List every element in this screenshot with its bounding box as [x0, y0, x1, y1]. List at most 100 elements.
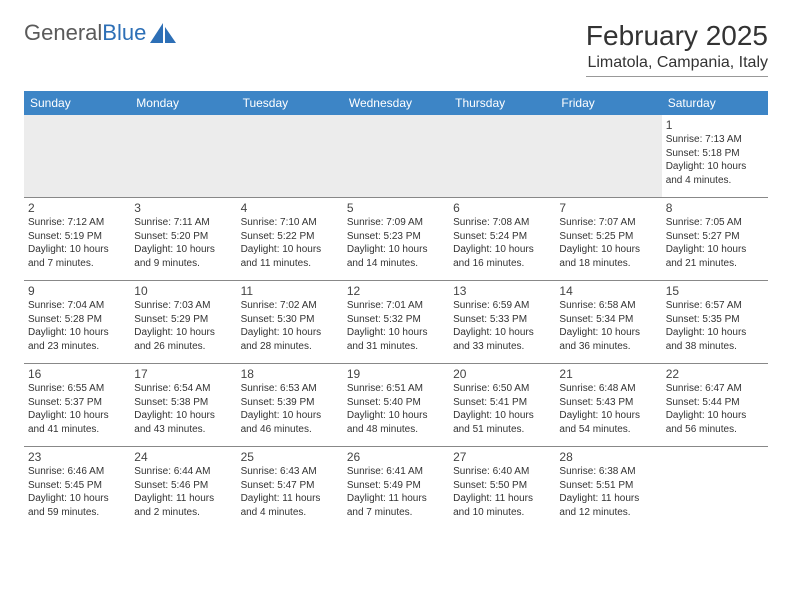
- day-details: Sunrise: 7:11 AMSunset: 5:20 PMDaylight:…: [134, 216, 232, 270]
- location: Limatola, Campania, Italy: [586, 54, 768, 77]
- day-details: Sunrise: 6:43 AMSunset: 5:47 PMDaylight:…: [241, 465, 339, 519]
- day-number: 27: [453, 450, 551, 464]
- day-number: 19: [347, 367, 445, 381]
- day-cell: 26Sunrise: 6:41 AMSunset: 5:49 PMDayligh…: [343, 447, 449, 529]
- day-details: Sunrise: 6:54 AMSunset: 5:38 PMDaylight:…: [134, 382, 232, 436]
- day-cell: [555, 115, 661, 197]
- day-cell: 17Sunrise: 6:54 AMSunset: 5:38 PMDayligh…: [130, 364, 236, 446]
- day-cell: 4Sunrise: 7:10 AMSunset: 5:22 PMDaylight…: [237, 198, 343, 280]
- day-cell: 7Sunrise: 7:07 AMSunset: 5:25 PMDaylight…: [555, 198, 661, 280]
- day-number: 16: [28, 367, 126, 381]
- day-number: 7: [559, 201, 657, 215]
- day-details: Sunrise: 7:02 AMSunset: 5:30 PMDaylight:…: [241, 299, 339, 353]
- day-cell: 18Sunrise: 6:53 AMSunset: 5:39 PMDayligh…: [237, 364, 343, 446]
- title-block: February 2025 Limatola, Campania, Italy: [586, 20, 768, 77]
- week-row: 9Sunrise: 7:04 AMSunset: 5:28 PMDaylight…: [24, 280, 768, 363]
- week-row: 23Sunrise: 6:46 AMSunset: 5:45 PMDayligh…: [24, 446, 768, 529]
- day-cell: 8Sunrise: 7:05 AMSunset: 5:27 PMDaylight…: [662, 198, 768, 280]
- day-number: 24: [134, 450, 232, 464]
- day-cell: 12Sunrise: 7:01 AMSunset: 5:32 PMDayligh…: [343, 281, 449, 363]
- week-row: 1Sunrise: 7:13 AMSunset: 5:18 PMDaylight…: [24, 115, 768, 197]
- day-number: 18: [241, 367, 339, 381]
- day-number: 3: [134, 201, 232, 215]
- dow-cell: Tuesday: [237, 91, 343, 115]
- day-cell: 24Sunrise: 6:44 AMSunset: 5:46 PMDayligh…: [130, 447, 236, 529]
- day-cell: 16Sunrise: 6:55 AMSunset: 5:37 PMDayligh…: [24, 364, 130, 446]
- dow-row: SundayMondayTuesdayWednesdayThursdayFrid…: [24, 91, 768, 115]
- day-cell: 10Sunrise: 7:03 AMSunset: 5:29 PMDayligh…: [130, 281, 236, 363]
- day-number: 12: [347, 284, 445, 298]
- day-details: Sunrise: 6:41 AMSunset: 5:49 PMDaylight:…: [347, 465, 445, 519]
- day-details: Sunrise: 6:59 AMSunset: 5:33 PMDaylight:…: [453, 299, 551, 353]
- day-number: 9: [28, 284, 126, 298]
- day-cell: [24, 115, 130, 197]
- day-details: Sunrise: 7:07 AMSunset: 5:25 PMDaylight:…: [559, 216, 657, 270]
- day-cell: 28Sunrise: 6:38 AMSunset: 5:51 PMDayligh…: [555, 447, 661, 529]
- header: GeneralBlue February 2025 Limatola, Camp…: [24, 20, 768, 77]
- day-details: Sunrise: 6:46 AMSunset: 5:45 PMDaylight:…: [28, 465, 126, 519]
- day-cell: 5Sunrise: 7:09 AMSunset: 5:23 PMDaylight…: [343, 198, 449, 280]
- day-details: Sunrise: 6:57 AMSunset: 5:35 PMDaylight:…: [666, 299, 764, 353]
- day-cell: 14Sunrise: 6:58 AMSunset: 5:34 PMDayligh…: [555, 281, 661, 363]
- day-cell: 1Sunrise: 7:13 AMSunset: 5:18 PMDaylight…: [662, 115, 768, 197]
- day-number: 1: [666, 118, 764, 132]
- logo-text-general: General: [24, 20, 102, 46]
- dow-cell: Monday: [130, 91, 236, 115]
- dow-cell: Sunday: [24, 91, 130, 115]
- day-cell: [662, 447, 768, 529]
- day-details: Sunrise: 7:13 AMSunset: 5:18 PMDaylight:…: [666, 133, 764, 187]
- day-details: Sunrise: 6:51 AMSunset: 5:40 PMDaylight:…: [347, 382, 445, 436]
- day-details: Sunrise: 6:38 AMSunset: 5:51 PMDaylight:…: [559, 465, 657, 519]
- week-row: 2Sunrise: 7:12 AMSunset: 5:19 PMDaylight…: [24, 197, 768, 280]
- day-cell: 13Sunrise: 6:59 AMSunset: 5:33 PMDayligh…: [449, 281, 555, 363]
- calendar: SundayMondayTuesdayWednesdayThursdayFrid…: [24, 91, 768, 529]
- dow-cell: Saturday: [662, 91, 768, 115]
- day-number: 5: [347, 201, 445, 215]
- day-cell: 6Sunrise: 7:08 AMSunset: 5:24 PMDaylight…: [449, 198, 555, 280]
- day-details: Sunrise: 6:53 AMSunset: 5:39 PMDaylight:…: [241, 382, 339, 436]
- day-number: 2: [28, 201, 126, 215]
- day-number: 8: [666, 201, 764, 215]
- day-details: Sunrise: 6:47 AMSunset: 5:44 PMDaylight:…: [666, 382, 764, 436]
- day-details: Sunrise: 7:01 AMSunset: 5:32 PMDaylight:…: [347, 299, 445, 353]
- day-cell: [343, 115, 449, 197]
- day-cell: 2Sunrise: 7:12 AMSunset: 5:19 PMDaylight…: [24, 198, 130, 280]
- day-number: 17: [134, 367, 232, 381]
- day-number: 13: [453, 284, 551, 298]
- day-details: Sunrise: 7:05 AMSunset: 5:27 PMDaylight:…: [666, 216, 764, 270]
- day-cell: 20Sunrise: 6:50 AMSunset: 5:41 PMDayligh…: [449, 364, 555, 446]
- dow-cell: Wednesday: [343, 91, 449, 115]
- day-cell: 23Sunrise: 6:46 AMSunset: 5:45 PMDayligh…: [24, 447, 130, 529]
- month-title: February 2025: [586, 20, 768, 52]
- day-cell: 15Sunrise: 6:57 AMSunset: 5:35 PMDayligh…: [662, 281, 768, 363]
- day-number: 25: [241, 450, 339, 464]
- day-cell: [449, 115, 555, 197]
- weeks-container: 1Sunrise: 7:13 AMSunset: 5:18 PMDaylight…: [24, 115, 768, 529]
- day-cell: 22Sunrise: 6:47 AMSunset: 5:44 PMDayligh…: [662, 364, 768, 446]
- day-number: 4: [241, 201, 339, 215]
- day-cell: 19Sunrise: 6:51 AMSunset: 5:40 PMDayligh…: [343, 364, 449, 446]
- day-cell: 25Sunrise: 6:43 AMSunset: 5:47 PMDayligh…: [237, 447, 343, 529]
- day-number: 23: [28, 450, 126, 464]
- day-number: 21: [559, 367, 657, 381]
- day-details: Sunrise: 7:10 AMSunset: 5:22 PMDaylight:…: [241, 216, 339, 270]
- day-details: Sunrise: 7:04 AMSunset: 5:28 PMDaylight:…: [28, 299, 126, 353]
- day-number: 28: [559, 450, 657, 464]
- day-number: 26: [347, 450, 445, 464]
- week-row: 16Sunrise: 6:55 AMSunset: 5:37 PMDayligh…: [24, 363, 768, 446]
- logo-text-blue: Blue: [102, 20, 146, 46]
- day-details: Sunrise: 6:50 AMSunset: 5:41 PMDaylight:…: [453, 382, 551, 436]
- day-cell: 3Sunrise: 7:11 AMSunset: 5:20 PMDaylight…: [130, 198, 236, 280]
- day-number: 11: [241, 284, 339, 298]
- day-details: Sunrise: 6:55 AMSunset: 5:37 PMDaylight:…: [28, 382, 126, 436]
- day-cell: [237, 115, 343, 197]
- day-cell: 27Sunrise: 6:40 AMSunset: 5:50 PMDayligh…: [449, 447, 555, 529]
- day-details: Sunrise: 7:09 AMSunset: 5:23 PMDaylight:…: [347, 216, 445, 270]
- day-cell: 11Sunrise: 7:02 AMSunset: 5:30 PMDayligh…: [237, 281, 343, 363]
- day-details: Sunrise: 7:08 AMSunset: 5:24 PMDaylight:…: [453, 216, 551, 270]
- day-number: 22: [666, 367, 764, 381]
- day-number: 14: [559, 284, 657, 298]
- day-details: Sunrise: 6:40 AMSunset: 5:50 PMDaylight:…: [453, 465, 551, 519]
- day-details: Sunrise: 7:03 AMSunset: 5:29 PMDaylight:…: [134, 299, 232, 353]
- day-number: 10: [134, 284, 232, 298]
